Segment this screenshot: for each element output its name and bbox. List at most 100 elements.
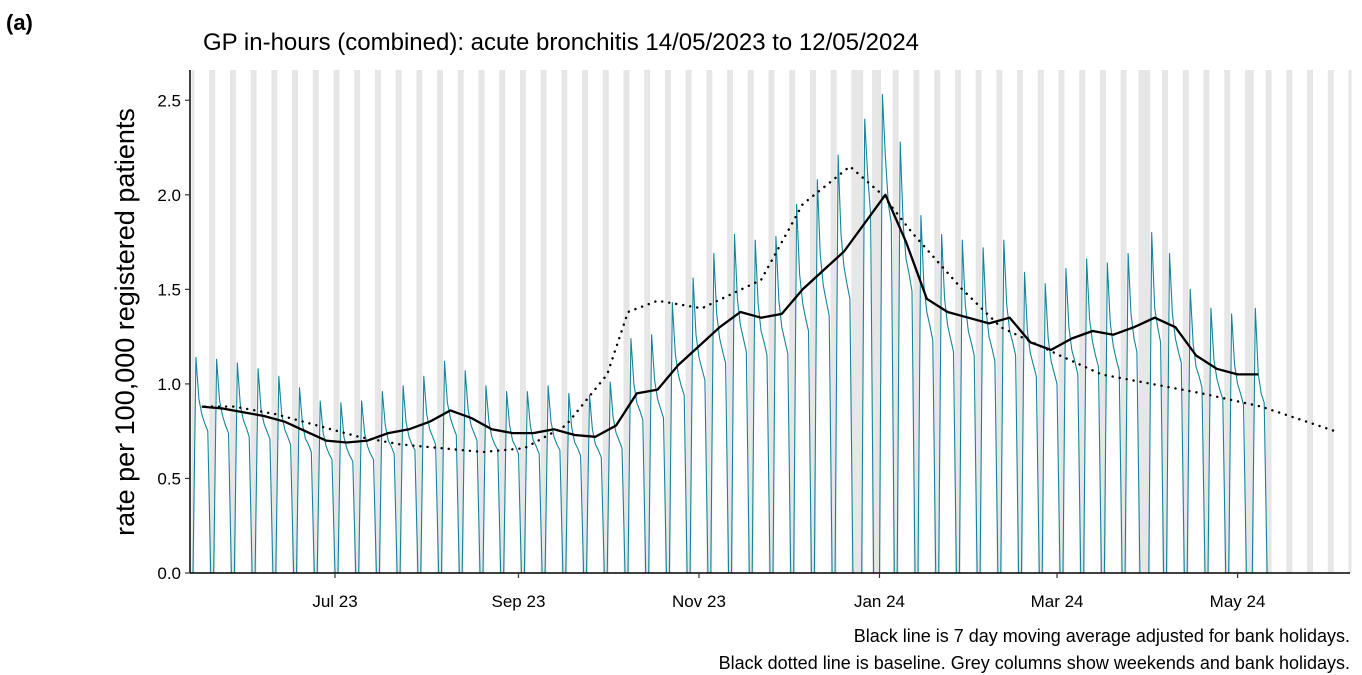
shade-column	[975, 70, 979, 573]
shade-column	[664, 70, 668, 573]
shade-column	[377, 70, 381, 573]
shade-column	[792, 70, 796, 573]
shade-column	[1327, 70, 1331, 573]
shade-column	[1120, 70, 1124, 573]
shade-column	[229, 70, 233, 573]
shade-column	[1185, 70, 1189, 573]
shade-column	[1058, 70, 1062, 573]
shade-column	[253, 70, 257, 573]
shade-column	[437, 70, 441, 573]
shade-column	[860, 70, 864, 573]
shade-column	[1138, 70, 1142, 573]
shade-column	[667, 70, 671, 573]
shade-column	[312, 70, 316, 573]
shade-column	[354, 70, 358, 573]
shade-column	[809, 70, 813, 573]
shade-column	[771, 70, 775, 573]
shade-column	[833, 70, 837, 573]
x-tick-label: May 24	[1210, 592, 1266, 611]
shade-column	[1227, 70, 1231, 573]
shade-column	[271, 70, 275, 573]
shade-column	[1017, 70, 1021, 573]
shade-column	[357, 70, 361, 573]
shade-column	[768, 70, 772, 573]
shade-column	[336, 70, 340, 573]
shade-column	[191, 70, 195, 573]
shade-column	[398, 70, 402, 573]
shade-column	[750, 70, 754, 573]
shade-column	[626, 70, 630, 573]
shade-column	[419, 70, 423, 573]
shade-column	[1020, 70, 1024, 573]
shade-column	[212, 70, 216, 573]
shade-column	[685, 70, 689, 573]
shade-column	[1250, 70, 1254, 573]
x-tick-label: Jul 23	[312, 592, 357, 611]
shade-column	[851, 70, 855, 573]
shade-column	[585, 70, 589, 573]
shade-column	[957, 70, 961, 573]
x-tick-label: Nov 23	[672, 592, 726, 611]
y-tick-label: 2.0	[157, 186, 181, 205]
shade-column	[913, 70, 917, 573]
shade-column	[1265, 70, 1269, 573]
y-axis-label: rate per 100,000 registered patients	[110, 108, 140, 536]
shade-column	[1079, 70, 1083, 573]
shade-column	[1307, 70, 1311, 573]
shade-column	[1037, 70, 1041, 573]
shade-column	[895, 70, 899, 573]
shade-column	[688, 70, 692, 573]
shade-column	[543, 70, 547, 573]
shade-column	[1040, 70, 1044, 573]
shade-column	[954, 70, 958, 573]
shade-column	[730, 70, 734, 573]
shade-column	[1348, 70, 1352, 573]
shade-column	[1310, 70, 1314, 573]
shade-column	[460, 70, 464, 573]
shade-column	[416, 70, 420, 573]
shade-column	[395, 70, 399, 573]
shade-column	[1244, 70, 1248, 573]
shade-column	[374, 70, 378, 573]
shade-column	[1082, 70, 1086, 573]
shade-column	[481, 70, 485, 573]
shade-column	[916, 70, 920, 573]
shade-column	[605, 70, 609, 573]
shade-column	[1247, 70, 1251, 573]
y-tick-label: 1.5	[157, 280, 181, 299]
shade-column	[830, 70, 834, 573]
shade-column	[892, 70, 896, 573]
shade-column	[1165, 70, 1169, 573]
shade-column	[1330, 70, 1334, 573]
shade-column	[647, 70, 651, 573]
shade-column	[519, 70, 523, 573]
shade-column	[706, 70, 710, 573]
shade-column	[561, 70, 565, 573]
panel-label: (a)	[6, 10, 33, 35]
shade-column	[1206, 70, 1210, 573]
shade-column	[250, 70, 254, 573]
shade-column	[1182, 70, 1186, 573]
x-tick-label: Jan 24	[854, 592, 905, 611]
shade-column	[854, 70, 858, 573]
shade-column	[522, 70, 526, 573]
shade-column	[1286, 70, 1290, 573]
shade-column	[1123, 70, 1127, 573]
shade-column	[295, 70, 299, 573]
shade-column	[292, 70, 296, 573]
shade-column	[457, 70, 461, 573]
note: Black dotted line is baseline. Grey colu…	[719, 653, 1350, 673]
shade-column	[1224, 70, 1228, 573]
shade-column	[875, 70, 879, 573]
shade-column	[209, 70, 213, 573]
shade-column	[644, 70, 648, 573]
shade-column	[502, 70, 506, 573]
shade-column	[623, 70, 627, 573]
shade-column	[333, 70, 337, 573]
note: Black line is 7 day moving average adjus…	[854, 626, 1350, 646]
shade-column	[274, 70, 278, 573]
shade-column	[1099, 70, 1103, 573]
shade-column	[564, 70, 568, 573]
shade-column	[478, 70, 482, 573]
